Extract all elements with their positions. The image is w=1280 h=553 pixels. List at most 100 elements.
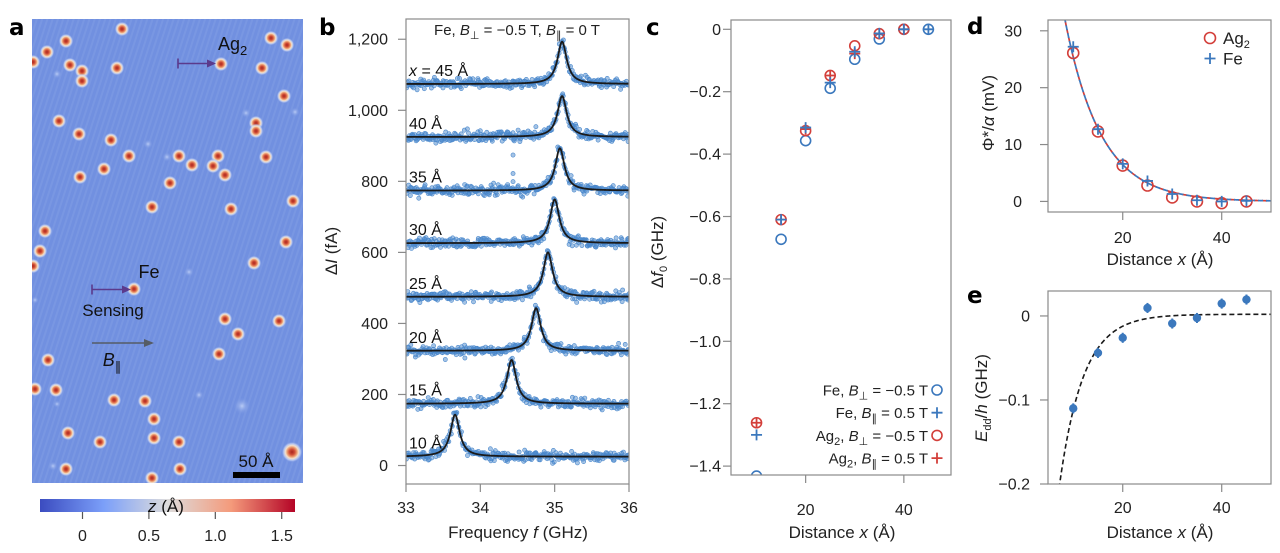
x-axis-label-text: Distance	[1107, 250, 1178, 269]
title-prefix: Fe,	[434, 22, 460, 39]
x-axis-label-text: Distance	[1107, 523, 1178, 542]
legend-name: Ag	[1223, 29, 1244, 48]
legend-label: Fe, B⊥ = −0.5 T	[823, 383, 928, 403]
y-axis-label: Φ*/α (mV)	[979, 75, 998, 151]
data-point	[625, 297, 629, 303]
trace-label: 35 Å	[409, 168, 442, 187]
legend-field: B	[861, 451, 871, 468]
surface-defect	[53, 400, 61, 408]
data-point	[1143, 303, 1152, 313]
data-point	[454, 410, 460, 415]
data-point	[462, 299, 467, 305]
data-point	[444, 185, 450, 191]
data-point	[471, 299, 476, 305]
legend-name: Ag	[829, 451, 847, 468]
fit-line	[1058, 313, 1271, 484]
data-point-outlier	[510, 171, 516, 176]
adatom	[106, 392, 122, 408]
data-point	[417, 235, 422, 241]
series-fe-plus	[751, 23, 934, 441]
y-axis-label-sub: dd	[982, 418, 994, 430]
x-axis-label-unit: (GHz)	[538, 523, 588, 542]
adatom	[58, 33, 74, 49]
legend-name: Ag	[816, 428, 834, 445]
x-tick-label: 36	[620, 500, 638, 517]
panel-label-a: a	[9, 15, 25, 41]
adatom	[72, 169, 88, 185]
trace	[406, 91, 629, 146]
data-point	[625, 139, 629, 144]
adatom	[40, 352, 56, 368]
adatom	[32, 54, 41, 70]
legend-field: B	[861, 405, 871, 422]
data-point	[457, 76, 462, 81]
data-point	[619, 299, 625, 305]
panel-b-chart: b Fe, B⊥ = −0.5 T, B∥ = 0 T Frequency f …	[319, 15, 638, 542]
legend-field-sub: ⊥	[859, 436, 869, 448]
data-point	[422, 182, 428, 188]
data-point	[599, 407, 605, 413]
plot-area	[1058, 294, 1271, 484]
legend-marker-circle	[1203, 31, 1217, 45]
data-point	[489, 289, 494, 295]
plot-frame	[1047, 290, 1272, 485]
data-point	[1118, 333, 1127, 343]
y-axis-label-unit: (GHz)	[648, 216, 667, 266]
panel-label-e: e	[967, 283, 983, 309]
legend-separator: ,	[853, 405, 861, 422]
data-point	[531, 191, 537, 197]
data-point	[574, 299, 580, 305]
colorbar-tick-label: 0.5	[138, 528, 160, 545]
y-axis-label: Edd/h (GHz)	[972, 354, 994, 442]
y-tick-label: −0.4	[689, 147, 721, 164]
adatom-cluster	[281, 441, 303, 463]
legend-label: Ag2, B∥ = 0.5 T	[829, 451, 928, 471]
data-point	[551, 459, 557, 465]
surface-defect	[290, 107, 300, 117]
surface-texture	[32, 19, 303, 483]
legend-label: Fe, B∥ = 0.5 T	[836, 405, 928, 425]
data-point	[431, 343, 436, 349]
trace-label-text: = 45 Å	[417, 61, 468, 80]
y-tick-label: 0	[712, 22, 721, 39]
panel-c-chart: c Distance x (Å) Δf0 (GHz) Fe, B⊥ = −0.5…	[646, 15, 952, 542]
colorbar: z (Å) 0 0.5 1.0 1.5	[40, 497, 295, 545]
trace-label-text: 20 Å	[409, 328, 442, 347]
data-point	[575, 460, 580, 466]
x-axis-label-var: x	[1176, 523, 1186, 542]
trace-label-text: 15 Å	[409, 381, 442, 400]
data-point	[620, 287, 625, 293]
surface-defect	[162, 152, 172, 162]
data-point	[538, 404, 544, 410]
adatom	[205, 158, 221, 174]
trace-label-text: 10 Å	[409, 434, 442, 453]
y-axis-label-unit: (fA)	[322, 227, 341, 259]
y-tick-label: 30	[1004, 23, 1022, 40]
adatom	[92, 434, 108, 450]
data-point-plus	[751, 429, 763, 441]
trace-label: 10 Å	[409, 434, 442, 453]
data-point	[516, 449, 522, 455]
legend-value: = −0.5 T	[868, 428, 928, 445]
data-point	[406, 351, 410, 357]
data-point	[416, 195, 422, 201]
data-point	[533, 124, 539, 130]
data-point	[494, 192, 500, 198]
y-tick-label: 800	[361, 174, 388, 191]
title-value1: = −0.5 T,	[479, 22, 545, 39]
data-point	[541, 236, 547, 242]
legend-value: = 0.5 T	[877, 451, 928, 468]
lorentzian-fit-line	[406, 147, 629, 192]
legend-label: Ag2	[1223, 29, 1250, 51]
colorbar-label-unit: (Å)	[157, 497, 184, 516]
data-point	[407, 193, 413, 198]
trace	[406, 302, 629, 362]
trace-label: 40 Å	[409, 114, 442, 133]
series-ag	[1066, 46, 1253, 210]
x-tick-label: 20	[1114, 500, 1132, 517]
trace-label: 15 Å	[409, 381, 442, 400]
trace-label-text: 35 Å	[409, 168, 442, 187]
legend-entry: Fe, B⊥ = −0.5 T	[823, 383, 943, 403]
data-point	[591, 288, 597, 294]
